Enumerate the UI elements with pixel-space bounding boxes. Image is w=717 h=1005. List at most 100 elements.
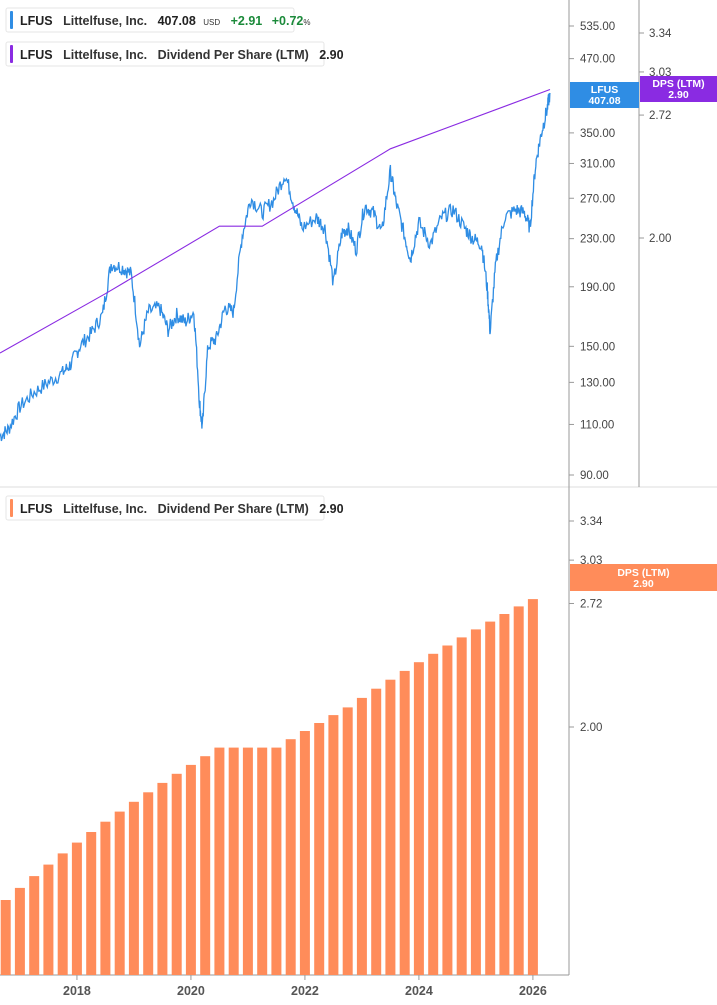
dps-bar: [185, 764, 196, 975]
legend-dps-top-marker: [10, 45, 13, 63]
dps-bar: [128, 801, 139, 975]
dps-bar: [385, 679, 396, 975]
legend-dps-bottom-marker: [10, 499, 13, 517]
dps-bar: [314, 723, 325, 975]
price-tick-label: 90.00: [580, 470, 609, 482]
dps-top-tag-value: 2.90: [668, 89, 689, 101]
legend-price-unit: USD: [203, 18, 220, 27]
dps-bar: [100, 821, 111, 975]
dps-bar: [14, 887, 25, 975]
legend-dps-bottom-value: 2.90: [319, 502, 343, 516]
legend-price-name: Littelfuse, Inc.: [63, 14, 147, 28]
dps-bottom-tick-label: 2.72: [580, 598, 602, 610]
legend-dps-bottom-symbol: LFUS: [20, 502, 53, 516]
dps-bar: [257, 747, 268, 975]
dps-bar: [527, 599, 538, 975]
dps-bar: [228, 747, 239, 975]
dps-bottom-value-tag: DPS (LTM) 2.90: [570, 564, 717, 591]
dps-bar: [242, 747, 253, 975]
price-tick-label: 310.00: [580, 158, 615, 170]
x-tick-label: 2020: [177, 984, 205, 998]
dps-top-tick-label: 3.03: [649, 67, 671, 79]
dps-series-line: [0, 88, 551, 354]
dps-bar: [513, 606, 524, 975]
price-tick-label: 190.00: [580, 282, 615, 294]
legend-price-pct-sign: %: [303, 18, 310, 27]
dps-top-tag-label: DPS (LTM): [652, 78, 704, 90]
legend-price-change: +2.91: [231, 14, 263, 28]
price-tag-label: LFUS: [591, 84, 618, 96]
dps-bar: [399, 670, 410, 975]
x-tick-label: 2024: [405, 984, 433, 998]
price-axis-ticks: 535.00 470.00 350.00 310.00 270.00 230.00 190.…: [569, 21, 615, 482]
price-tick-label: 535.00: [580, 21, 615, 33]
price-series-line: [0, 92, 551, 442]
dps-bar: [86, 832, 97, 975]
dps-bar: [413, 662, 424, 975]
price-tick-label: 150.00: [580, 341, 615, 353]
price-tick-label: 130.00: [580, 377, 615, 389]
dps-bar: [328, 715, 339, 975]
x-tick-label: 2018: [63, 984, 91, 998]
legend-dps-top-name: Littelfuse, Inc.: [63, 48, 147, 62]
legend-dps-top-metric: Dividend Per Share (LTM): [158, 48, 309, 62]
legend-dps-bottom[interactable]: LFUS Littelfuse, Inc. Dividend Per Share…: [5, 495, 344, 521]
svg-text:LFUS Littelfuse, Inc.: LFUS Littelfuse, Inc. Dividend Per Share…: [20, 46, 344, 63]
dps-bar: [285, 739, 296, 975]
dps-bar: [342, 707, 353, 975]
x-tick-label: 2026: [519, 984, 547, 998]
dps-top-tick-label: 2.72: [649, 110, 671, 122]
legend-price-symbol: LFUS: [20, 14, 53, 28]
price-tick-label: 110.00: [580, 419, 614, 431]
svg-text:LFUS Littelfuse, Inc.: LFUS Littelfuse, Inc. 407.08 USD +2.91 +…: [20, 12, 310, 29]
dps-bar: [485, 621, 496, 975]
dps-bars: [0, 599, 538, 975]
dps-bar: [200, 756, 211, 975]
price-tick-label: 270.00: [580, 193, 615, 205]
dps-bar: [299, 731, 310, 975]
dps-bar: [356, 697, 367, 975]
x-axis-ticks: 2018 2020 2022 2024 2026: [63, 975, 547, 998]
legend-dps-bottom-metric: Dividend Per Share (LTM): [158, 502, 309, 516]
price-tag-value: 407.08: [588, 95, 620, 107]
legend-price-value: 407.08: [158, 14, 196, 28]
dps-bar: [71, 842, 82, 975]
dps-bar: [371, 688, 382, 975]
legend-dps-top-symbol: LFUS: [20, 48, 53, 62]
dps-bar: [143, 792, 154, 975]
legend-dps-top-value: 2.90: [319, 48, 343, 62]
dps-bar: [29, 876, 40, 975]
dps-top-tick-label: 3.34: [649, 28, 672, 40]
legend-dps-bottom-name: Littelfuse, Inc.: [63, 502, 147, 516]
dps-top-tick-label: 2.00: [649, 233, 671, 245]
dps-bar: [499, 614, 510, 975]
legend-price-marker: [10, 11, 13, 29]
legend-price-change-pct: +0.72: [272, 14, 304, 28]
dps-bar: [114, 811, 125, 975]
dps-bar: [214, 747, 225, 975]
dps-bar: [57, 853, 68, 975]
dps-bottom-tick-label: 3.34: [580, 516, 603, 528]
price-value-tag: LFUS 407.08: [570, 82, 639, 108]
dps-bar: [470, 629, 481, 975]
dps-bottom-tag-value: 2.90: [633, 578, 654, 590]
dps-bar: [0, 900, 11, 975]
svg-text:LFUS Littelfuse, Inc.: LFUS Littelfuse, Inc. Dividend Per Share…: [20, 500, 344, 517]
dps-bar: [157, 782, 168, 975]
dps-bar: [456, 637, 467, 975]
price-tick-label: 230.00: [580, 234, 615, 246]
dps-bar: [428, 653, 439, 975]
dps-bar: [171, 773, 182, 975]
legend-dps-top[interactable]: LFUS Littelfuse, Inc. Dividend Per Share…: [5, 41, 344, 67]
x-tick-label: 2022: [291, 984, 319, 998]
dps-bottom-tag-label: DPS (LTM): [617, 567, 669, 579]
dps-axis-ticks-top: 3.34 3.03 2.72 2.00: [639, 28, 672, 245]
dps-bar: [442, 645, 453, 975]
legend-price[interactable]: LFUS Littelfuse, Inc. 407.08 USD +2.91 +…: [5, 7, 310, 33]
dps-bottom-tick-label: 2.00: [580, 722, 602, 734]
dps-bar: [43, 864, 54, 975]
dps-axis-ticks-bottom: 3.343.032.722.00: [569, 516, 603, 734]
dps-bar: [271, 747, 282, 975]
dps-top-value-tag: DPS (LTM) 2.90: [640, 76, 717, 102]
